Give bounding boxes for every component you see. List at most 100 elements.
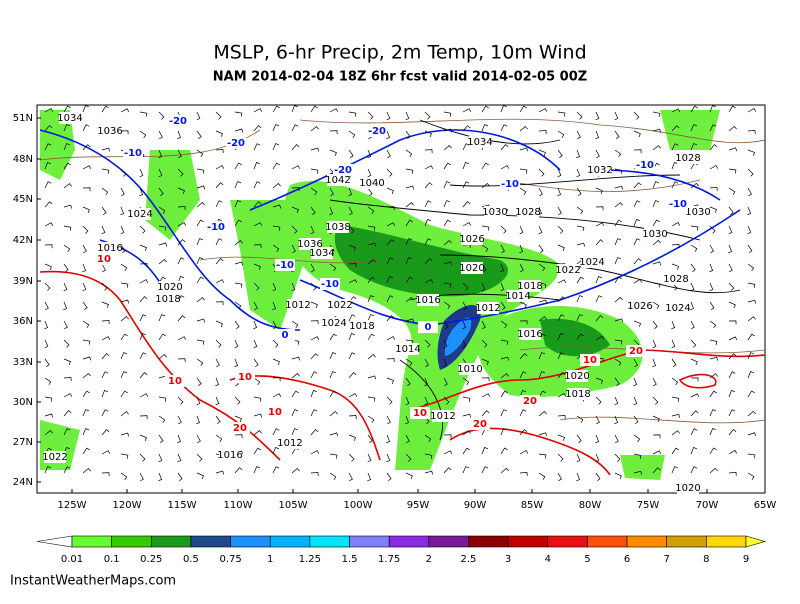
wind-barb <box>310 282 317 291</box>
wind-barb <box>120 352 128 360</box>
wind-barb <box>310 147 320 152</box>
wind-barb <box>367 168 372 178</box>
wind-barb <box>500 282 505 292</box>
colorbar-box <box>547 535 588 548</box>
wind-barb <box>690 320 695 330</box>
wind-barb <box>728 225 733 235</box>
wind-barb <box>120 333 128 341</box>
wind-barb <box>633 434 641 443</box>
wind-barb <box>633 182 642 189</box>
wind-barb <box>538 168 545 177</box>
wind-barb <box>709 105 716 113</box>
wind-barb <box>443 282 452 288</box>
wind-barb <box>120 108 130 113</box>
wind-barb <box>44 162 51 170</box>
wind-barb <box>101 320 110 325</box>
wind-barb <box>139 314 147 322</box>
wind-barb <box>481 282 486 292</box>
wind-barb <box>462 222 472 227</box>
wind-barb <box>234 128 244 133</box>
wind-barb <box>82 339 91 345</box>
wind-barb <box>614 396 619 406</box>
wind-barb <box>348 434 356 441</box>
wind-barb <box>291 206 299 214</box>
wind-barb <box>614 415 619 425</box>
wind-barb <box>63 282 68 292</box>
wind-barb <box>652 396 659 405</box>
wind-barb <box>728 371 736 379</box>
wind-barb <box>82 124 90 132</box>
temp-label: -10 <box>636 160 654 171</box>
wind-barb <box>272 428 280 436</box>
wind-barb <box>576 453 581 463</box>
wind-barb <box>728 206 734 215</box>
wind-barb <box>291 373 300 379</box>
wind-barb <box>595 415 600 425</box>
wind-barb <box>215 339 222 348</box>
wind-barb <box>367 276 375 284</box>
wind-barb <box>747 225 752 235</box>
wind-barb <box>44 244 53 249</box>
wind-barb <box>82 372 91 379</box>
wind-barb <box>82 356 92 361</box>
wind-barb <box>595 222 605 227</box>
wind-barb <box>443 301 451 309</box>
wind-barb <box>120 244 126 253</box>
label-bg <box>520 395 540 407</box>
wind-barb <box>139 279 149 284</box>
label-bg <box>677 482 699 494</box>
colorbar-box <box>349 535 390 548</box>
wind-barb <box>538 244 544 254</box>
wind-barb <box>614 202 623 208</box>
wind-barb <box>177 472 183 482</box>
wind-barb <box>291 187 300 192</box>
wind-barb <box>177 358 186 363</box>
wind-barb <box>652 145 661 151</box>
wind-barb <box>538 390 546 398</box>
wind-barb <box>291 124 299 132</box>
wind-barb <box>82 105 89 113</box>
isobar-label: 1032 <box>587 165 612 176</box>
wind-barb <box>614 377 620 386</box>
label-bg <box>157 293 179 305</box>
colorbar-end <box>745 535 767 548</box>
wind-barb <box>557 130 565 138</box>
wind-barb <box>500 320 508 329</box>
wind-barb <box>367 415 375 423</box>
wind-barb <box>690 339 697 348</box>
wind-barb <box>519 320 528 325</box>
lon-label: 125W <box>58 500 87 511</box>
wind-barb <box>139 352 147 360</box>
wind-barb <box>614 453 621 462</box>
wind-barb <box>120 453 129 459</box>
wind-barb <box>177 257 185 265</box>
wind-barb <box>614 168 623 174</box>
wind-barb <box>443 219 451 227</box>
isobar-label: 1016 <box>217 450 242 461</box>
wind-barb <box>709 165 719 170</box>
wind-barb <box>690 377 699 382</box>
label-bg <box>275 329 295 341</box>
colorbar-box <box>309 535 350 548</box>
wind-barb <box>576 472 581 482</box>
wind-barb <box>614 339 623 345</box>
wind-barb <box>405 238 413 246</box>
wind-barb <box>291 356 301 361</box>
wind-barb <box>291 467 300 474</box>
lon-label: 80W <box>579 500 602 511</box>
wind-barb <box>386 222 396 227</box>
wind-barb <box>614 185 624 190</box>
wind-barb <box>139 333 146 341</box>
wind-barb <box>595 295 603 303</box>
wind-barb <box>405 276 413 284</box>
wind-barb <box>747 472 755 480</box>
wind-barb <box>329 371 337 379</box>
wind-barb <box>557 244 565 252</box>
wind-barb <box>139 453 146 462</box>
wind-barb <box>82 301 88 310</box>
wind-barb <box>405 219 413 227</box>
wind-barb <box>386 276 393 284</box>
wind-barb <box>196 318 206 323</box>
wind-barb <box>82 409 90 417</box>
wind-barb <box>120 206 125 216</box>
